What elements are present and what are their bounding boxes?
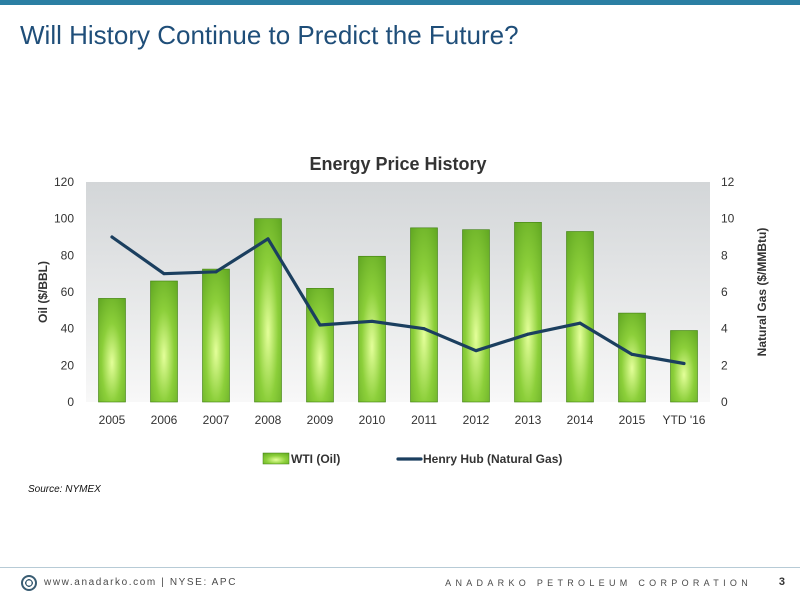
oil-bar [462,229,490,403]
source-note: Source: NYMEX [28,484,101,495]
x-tick-label: 2015 [619,413,646,427]
gas-point [630,352,634,356]
left-tick-label: 80 [61,248,75,262]
company-logo-icon [21,575,37,591]
footer-website[interactable]: www.anadarko.com | NYSE: APC [44,577,238,588]
gas-series-line [110,235,686,366]
legend-oil-label: WTI (Oil) [291,452,340,466]
x-tick-label: 2012 [463,413,490,427]
oil-bars [98,218,698,403]
x-tick-label: 2006 [151,413,178,427]
gas-point [162,272,166,276]
left-tick-label: 60 [61,285,75,299]
left-tick-label: 40 [61,322,75,336]
right-tick-label: 2 [721,358,728,372]
gas-point [266,237,270,241]
x-tick-label: 2007 [203,413,230,427]
right-tick-label: 4 [721,322,728,336]
oil-bar [410,227,438,403]
x-tick-label: 2013 [515,413,542,427]
gas-point [110,235,114,239]
gas-point [578,321,582,325]
x-tick-label: 2008 [255,413,282,427]
oil-bar [98,298,126,403]
x-tick-label: 2009 [307,413,334,427]
gas-point [318,323,322,327]
right-axis-title: Natural Gas ($/MMBtu) [755,228,769,357]
legend-oil-swatch [262,452,290,465]
left-tick-label: 0 [67,395,74,409]
x-tick-label: YTD '16 [663,413,706,427]
left-tick-label: 20 [61,358,75,372]
gas-point [526,332,530,336]
left-axis: 0 20 40 60 80 100 120 [54,175,74,409]
plot-area [86,182,710,402]
left-tick-label: 100 [54,212,74,226]
gas-point [682,362,686,365]
oil-bar [150,280,178,403]
oil-bar [358,255,386,403]
oil-bar [306,288,334,403]
right-tick-label: 8 [721,248,728,262]
x-tick-label: 2010 [359,413,386,427]
gas-point [370,319,374,323]
page-number: 3 [778,576,785,588]
chart-title: Energy Price History [309,154,486,174]
oil-bar [514,222,542,403]
slide-title: Will History Continue to Predict the Fut… [20,20,519,50]
chart-legend: WTI (Oil) Henry Hub (Natural Gas) [262,452,562,466]
x-tick-label: 2011 [411,413,437,427]
right-tick-label: 12 [721,175,735,189]
oil-bar [566,231,594,403]
gas-point [214,270,218,274]
top-accent-rule [0,0,800,5]
oil-bar [670,330,698,403]
footer-rule [0,567,800,568]
x-axis-labels: 2005 2006 2007 2008 2009 2010 2011 2012 2013 2014… [99,413,706,427]
footer-company-name: ANADARKO PETROLEUM CORPORATION [445,578,752,588]
gas-point [422,327,426,331]
x-tick-label: 2014 [567,413,594,427]
gas-point [474,349,478,353]
left-tick-label: 120 [54,175,74,189]
oil-bar [202,268,230,403]
right-tick-label: 10 [721,212,735,226]
right-axis: 0 2 4 6 8 10 12 [721,175,735,409]
right-tick-label: 6 [721,285,728,299]
right-tick-label: 0 [721,395,728,409]
left-axis-title: Oil ($/BBL) [36,261,50,323]
legend-gas-label: Henry Hub (Natural Gas) [423,452,562,466]
gas-line [110,235,686,366]
x-tick-label: 2005 [99,413,126,427]
oil-bar [254,218,282,403]
